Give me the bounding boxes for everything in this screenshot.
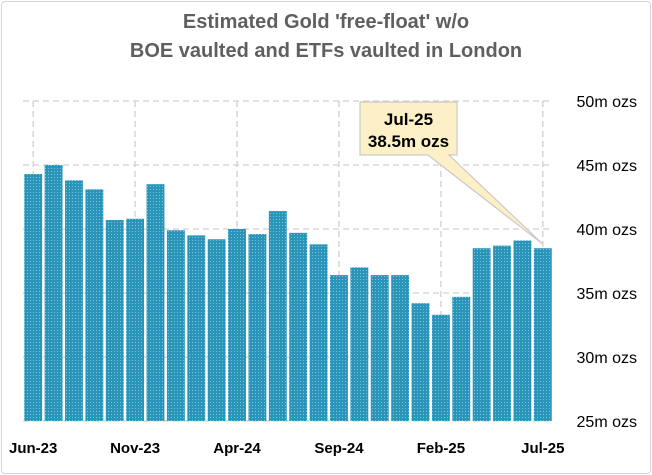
bar-Mar-24: [207, 239, 226, 421]
bar-Nov-24: [370, 275, 389, 421]
bar-Apr-24: [228, 229, 246, 421]
bar-Oct-23: [105, 220, 124, 421]
x-tick-label: Feb-25: [417, 440, 465, 457]
callout-value: 38.5m ozs: [368, 132, 449, 151]
x-tick-label: Jun-23: [9, 440, 57, 457]
callout: Jul-25 38.5m ozs: [359, 101, 544, 245]
x-tick-label: Apr-24: [213, 440, 261, 457]
bar-Sep-23: [85, 189, 104, 421]
bar-May-25: [493, 245, 511, 421]
bar-Apr-25: [472, 248, 491, 421]
chart-title-line-2: BOE vaulted and ETFs vaulted in London: [129, 40, 523, 62]
y-tick-label: 45m ozs: [577, 158, 637, 175]
bar-Oct-24: [350, 267, 369, 421]
bar-Feb-24: [187, 235, 206, 421]
bar-Dec-23: [146, 184, 165, 421]
bar-Jul-25: [533, 248, 552, 421]
bar-Jan-25: [411, 303, 430, 421]
x-tick-label: Jul-25: [521, 440, 564, 457]
chart-title: Estimated Gold 'free-float' w/o BOE vaul…: [0, 8, 652, 66]
bar-Jun-24: [268, 211, 287, 421]
y-tick-label: 30m ozs: [577, 350, 637, 367]
chart-title-line-1: Estimated Gold 'free-float' w/o: [182, 11, 470, 33]
y-tick-label: 25m ozs: [577, 414, 637, 431]
y-tick-label: 40m ozs: [577, 222, 637, 239]
x-tick-label: Sep-24: [314, 440, 364, 457]
bar-Feb-25: [431, 314, 450, 421]
bar-Aug-23: [65, 180, 83, 421]
bar-Jul-23: [44, 165, 63, 421]
bar-May-24: [248, 234, 267, 421]
y-axis-ticks: 25m ozs 30m ozs 35m ozs 40m ozs 45m ozs 50m o…: [577, 94, 637, 431]
bar-Jun-25: [513, 240, 532, 421]
callout-box: [359, 101, 544, 245]
bar-Jul-24: [289, 232, 308, 421]
y-tick-label: 50m ozs: [577, 94, 637, 111]
x-tick-label: Nov-23: [110, 440, 160, 457]
bar-Nov-23: [126, 218, 145, 421]
bar-Sep-24: [330, 275, 348, 421]
bar-Jan-24: [166, 230, 185, 421]
bar-Mar-25: [452, 296, 471, 421]
bar-Jun-23: [24, 173, 43, 421]
bar-Dec-24: [391, 275, 410, 421]
callout-date: Jul-25: [384, 110, 433, 129]
y-tick-label: 35m ozs: [577, 286, 637, 303]
x-axis-ticks: Jun-23 Nov-23 Apr-24 Sep-24 Feb-25 Jul-25: [9, 440, 564, 457]
bar-Aug-24: [309, 244, 328, 421]
bars: [24, 165, 552, 421]
